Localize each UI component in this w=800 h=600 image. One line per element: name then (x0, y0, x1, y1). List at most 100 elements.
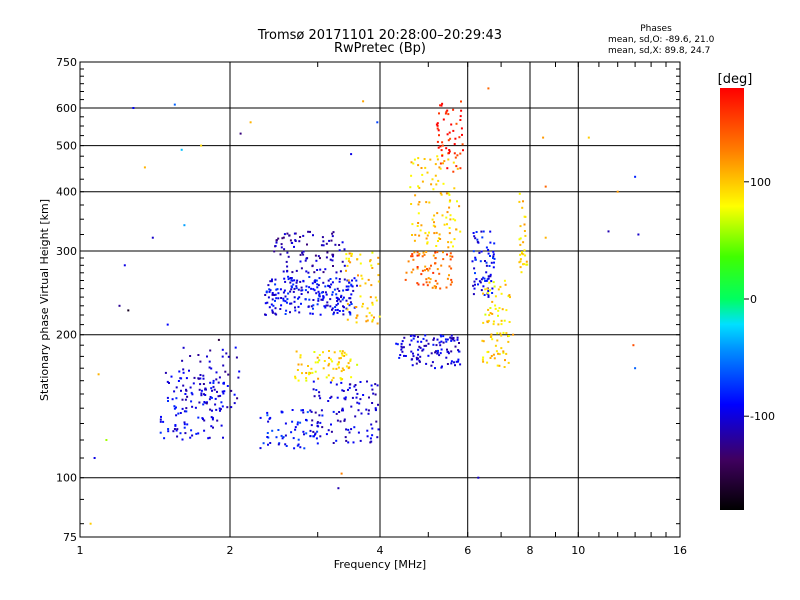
data-point (482, 292, 485, 295)
data-point (436, 155, 439, 158)
data-point (236, 397, 239, 400)
data-point (430, 264, 432, 267)
data-point (235, 356, 238, 359)
data-point (480, 250, 483, 253)
data-point (452, 161, 455, 164)
data-point (193, 376, 196, 379)
data-point (343, 264, 346, 267)
data-point (480, 278, 483, 281)
data-point (481, 236, 484, 239)
data-point (509, 296, 511, 299)
data-point (347, 428, 350, 431)
data-point (175, 429, 178, 432)
data-point (331, 293, 334, 296)
data-point (505, 332, 508, 335)
data-point (294, 428, 297, 431)
data-point (127, 309, 130, 312)
data-point (238, 370, 241, 373)
data-point (271, 311, 274, 314)
data-point (268, 306, 271, 309)
data-point (362, 394, 365, 396)
data-point (221, 355, 224, 358)
data-point (208, 366, 211, 369)
data-point (118, 304, 121, 307)
data-point (336, 396, 339, 399)
data-point (492, 353, 495, 356)
data-point (200, 144, 203, 147)
data-point (310, 424, 313, 427)
data-point (456, 154, 459, 157)
data-point (425, 339, 428, 342)
data-point (182, 384, 185, 387)
data-point (143, 166, 146, 169)
data-point (439, 192, 442, 195)
data-point (220, 424, 223, 427)
data-point (442, 341, 445, 344)
data-point (338, 249, 341, 252)
data-point (348, 281, 351, 284)
data-point (438, 112, 440, 115)
y-tick-label: 200 (56, 329, 77, 342)
data-point (309, 429, 312, 432)
data-point (345, 428, 348, 431)
y-axis-label: Stationary phase Virtual Height [km] (38, 199, 51, 401)
data-point (280, 304, 283, 307)
data-point (203, 393, 205, 396)
data-point (294, 426, 297, 429)
data-point (436, 268, 439, 271)
data-point (331, 308, 333, 311)
data-point (296, 423, 299, 426)
data-point (449, 214, 452, 217)
data-point (377, 428, 380, 431)
data-point (426, 242, 429, 245)
data-point (284, 280, 287, 283)
data-point (420, 224, 423, 227)
data-point (355, 321, 358, 324)
data-point (327, 279, 330, 282)
data-point (173, 103, 176, 106)
data-point (480, 289, 483, 292)
data-point (306, 243, 308, 246)
x-tick-label: 10 (571, 544, 585, 557)
data-point (302, 430, 305, 433)
data-point (436, 127, 439, 130)
data-point (366, 429, 369, 432)
data-point (293, 232, 296, 235)
data-point (482, 276, 485, 279)
data-point (448, 200, 451, 203)
data-point (323, 305, 326, 308)
data-point (338, 411, 341, 413)
data-point (490, 280, 493, 283)
data-point (426, 234, 429, 237)
data-point (368, 396, 370, 399)
data-point (197, 354, 200, 356)
data-point (446, 348, 448, 351)
data-point (374, 296, 377, 299)
data-point (494, 344, 497, 347)
data-point (212, 382, 215, 384)
data-point (425, 362, 428, 365)
colorbar-tick-label: 0 (750, 293, 757, 306)
data-point (402, 346, 405, 349)
data-point (481, 358, 484, 361)
x-tick-label: 16 (673, 544, 687, 557)
data-point (351, 285, 354, 288)
data-point (446, 223, 448, 226)
data-point (325, 433, 328, 436)
data-point (437, 349, 439, 352)
data-point (479, 260, 482, 263)
data-point (339, 357, 342, 360)
data-point (347, 362, 350, 365)
data-point (299, 236, 302, 238)
data-point (334, 309, 337, 312)
data-point (210, 367, 213, 370)
data-point (376, 384, 379, 387)
data-point (350, 293, 353, 296)
data-point (233, 393, 236, 396)
data-point (291, 242, 294, 244)
data-point (230, 389, 233, 392)
data-point (189, 386, 192, 389)
data-point (290, 302, 293, 305)
data-point (325, 376, 328, 379)
data-point (446, 277, 449, 280)
